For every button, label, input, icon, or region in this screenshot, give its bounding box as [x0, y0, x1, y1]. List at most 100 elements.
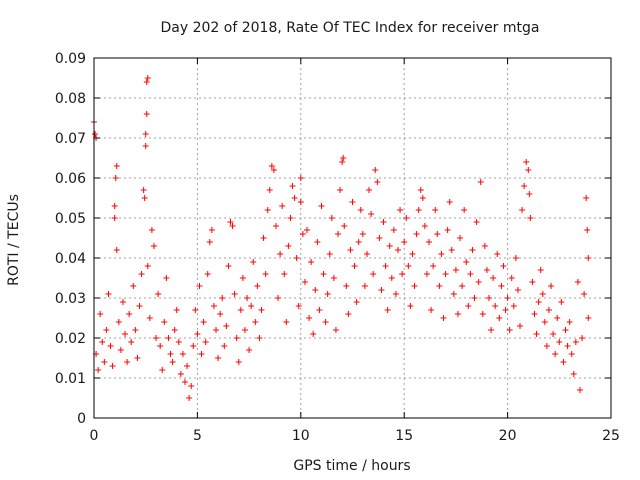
- data-point: [473, 219, 480, 225]
- data-point: [136, 303, 143, 309]
- data-point: [560, 359, 567, 365]
- data-point: [405, 263, 412, 269]
- data-point: [581, 291, 588, 297]
- data-point: [266, 187, 273, 193]
- data-point: [341, 223, 348, 229]
- data-point: [227, 219, 234, 225]
- data-point: [517, 323, 524, 329]
- y-tick-label: 0.09: [55, 51, 86, 67]
- data-point: [103, 327, 110, 333]
- data-point: [244, 295, 251, 301]
- data-point: [113, 163, 120, 169]
- data-point: [475, 279, 482, 285]
- data-point: [111, 215, 118, 221]
- data-point: [566, 319, 573, 325]
- data-point: [465, 303, 472, 309]
- data-point: [477, 179, 484, 185]
- data-point: [428, 307, 435, 313]
- data-point: [363, 251, 370, 257]
- data-point: [454, 311, 461, 317]
- data-point: [179, 351, 186, 357]
- data-point: [469, 247, 476, 253]
- data-point: [434, 231, 441, 237]
- data-point: [270, 167, 277, 173]
- data-point: [219, 295, 226, 301]
- data-point: [122, 331, 129, 337]
- data-point: [260, 235, 267, 241]
- data-point: [295, 303, 302, 309]
- x-tick-label: 25: [602, 428, 620, 444]
- data-point: [490, 275, 497, 281]
- data-point: [241, 327, 248, 333]
- data-point: [494, 251, 501, 257]
- y-tick-label: 0: [77, 411, 86, 427]
- data-point: [349, 199, 356, 205]
- data-point: [330, 275, 337, 281]
- x-tick-label: 15: [395, 428, 413, 444]
- data-point: [386, 243, 393, 249]
- data-point: [252, 319, 259, 325]
- data-point: [479, 311, 486, 317]
- data-point: [579, 335, 586, 341]
- data-point: [198, 351, 205, 357]
- data-point: [409, 251, 416, 257]
- data-point: [225, 263, 232, 269]
- y-axis-label: ROTI / TECUs: [6, 194, 22, 286]
- data-point: [210, 303, 217, 309]
- data-point: [268, 163, 275, 169]
- data-point: [175, 339, 182, 345]
- data-point: [539, 291, 546, 297]
- data-point: [208, 227, 215, 233]
- data-point: [99, 339, 106, 345]
- data-point: [318, 203, 325, 209]
- data-point: [141, 195, 148, 201]
- data-point: [215, 355, 222, 361]
- data-point: [148, 227, 155, 233]
- data-point: [326, 251, 333, 257]
- data-point: [345, 311, 352, 317]
- data-point: [558, 299, 565, 305]
- data-point: [202, 339, 209, 345]
- data-point: [163, 275, 170, 281]
- data-point: [143, 79, 150, 85]
- data-point: [382, 263, 389, 269]
- data-point: [194, 331, 201, 337]
- data-point: [585, 255, 592, 261]
- y-tick-label: 0.01: [55, 371, 86, 387]
- data-point: [167, 351, 174, 357]
- data-point: [312, 287, 319, 293]
- data-point: [159, 367, 166, 373]
- data-point: [184, 363, 191, 369]
- data-point: [262, 271, 269, 277]
- data-point: [306, 315, 313, 321]
- data-point: [256, 335, 263, 341]
- data-point: [221, 343, 228, 349]
- data-point: [531, 311, 538, 317]
- x-tick-label: 20: [499, 428, 517, 444]
- data-point: [190, 343, 197, 349]
- data-point: [142, 131, 149, 137]
- data-point: [411, 283, 418, 289]
- y-tick-label: 0.08: [55, 91, 86, 107]
- data-point: [301, 279, 308, 285]
- data-point: [510, 303, 517, 309]
- data-point: [188, 383, 195, 389]
- data-point: [146, 315, 153, 321]
- y-tick-label: 0.05: [55, 211, 86, 227]
- data-point: [165, 335, 172, 341]
- data-point: [293, 255, 300, 261]
- data-point: [233, 335, 240, 341]
- data-point: [289, 183, 296, 189]
- data-point: [304, 227, 311, 233]
- data-point: [248, 303, 255, 309]
- data-point: [545, 307, 552, 313]
- data-point: [105, 291, 112, 297]
- data-point: [337, 187, 344, 193]
- data-point: [281, 271, 288, 277]
- data-point: [95, 367, 102, 373]
- data-point: [492, 303, 499, 309]
- data-point: [279, 203, 286, 209]
- data-point: [397, 207, 404, 213]
- data-point: [291, 195, 298, 201]
- data-point: [525, 167, 532, 173]
